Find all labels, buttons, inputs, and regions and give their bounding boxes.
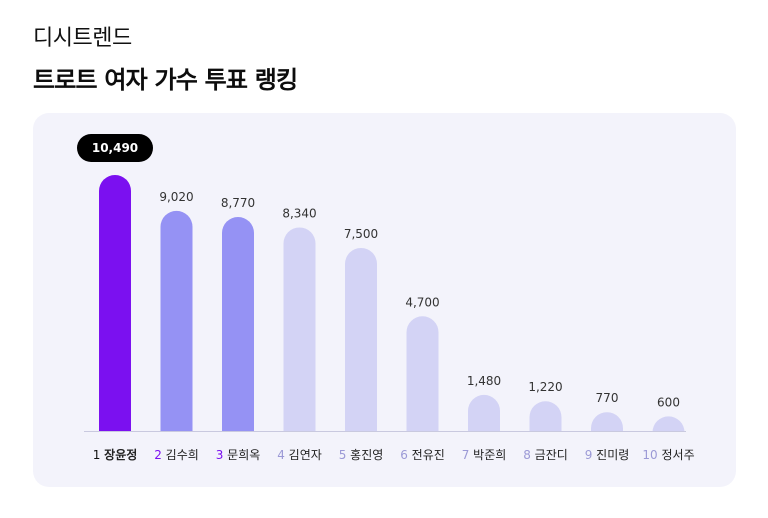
singer-name: 전유진 (412, 448, 445, 462)
bar-10 (652, 416, 685, 433)
singer-name: 김연자 (289, 448, 322, 462)
category-label-4: 4 김연자 (277, 448, 322, 462)
category-label-8: 8 금잔디 (523, 448, 568, 462)
rank-number: 10 (642, 448, 661, 462)
bar-8 (529, 401, 562, 431)
value-label-9: 770 (596, 391, 619, 405)
value-label-10: 600 (657, 395, 680, 409)
value-label-8: 1,220 (528, 380, 562, 394)
rank-number: 8 (523, 448, 534, 462)
bar-3 (222, 216, 254, 431)
bar-2 (160, 210, 193, 431)
singer-name: 금잔디 (535, 448, 568, 462)
bar-9 (591, 412, 623, 431)
value-label-1: 10,490 (92, 141, 138, 155)
singer-name: 김수희 (166, 448, 199, 462)
singer-name: 박준희 (473, 448, 506, 462)
singer-name: 홍진영 (350, 448, 383, 462)
category-label-6: 6 전유진 (400, 448, 445, 462)
category-label-7: 7 박준희 (462, 448, 507, 462)
bar-7 (468, 394, 500, 431)
bar-4 (283, 227, 316, 431)
bar-5 (345, 247, 377, 431)
value-label-3: 8,770 (221, 196, 255, 210)
value-label-4: 8,340 (282, 206, 316, 220)
rank-number: 4 (277, 448, 288, 462)
rank-number: 7 (462, 448, 473, 462)
rank-number: 9 (585, 448, 596, 462)
singer-name: 장윤정 (104, 447, 137, 462)
bar-1 (99, 175, 131, 431)
rank-number: 3 (216, 448, 227, 462)
value-label-6: 4,700 (405, 295, 439, 309)
category-label-5: 5 홍진영 (339, 448, 384, 462)
singer-name: 정서주 (661, 448, 694, 462)
rank-number: 6 (400, 448, 411, 462)
category-label-3: 3 문희옥 (216, 448, 261, 462)
value-label-5: 7,500 (344, 227, 378, 241)
bar-6 (406, 316, 439, 431)
singer-name: 진미령 (596, 448, 629, 462)
category-label-2: 2 김수희 (154, 448, 199, 462)
rank-number: 2 (154, 448, 165, 462)
rank-number: 1 (93, 448, 104, 462)
category-label-10: 10 정서주 (642, 448, 694, 462)
value-label-7: 1,480 (467, 374, 501, 388)
category-label-9: 9 진미령 (585, 448, 630, 462)
value-label-2: 9,020 (159, 190, 193, 204)
brand-name: 디시트렌드 (33, 26, 132, 51)
category-label-1: 1 장윤정 (93, 447, 138, 462)
rank-number: 5 (339, 448, 350, 462)
chart-title: 트로트 여자 가수 투표 랭킹 (33, 66, 298, 94)
singer-name: 문희옥 (227, 448, 260, 462)
value-badge (77, 134, 153, 162)
